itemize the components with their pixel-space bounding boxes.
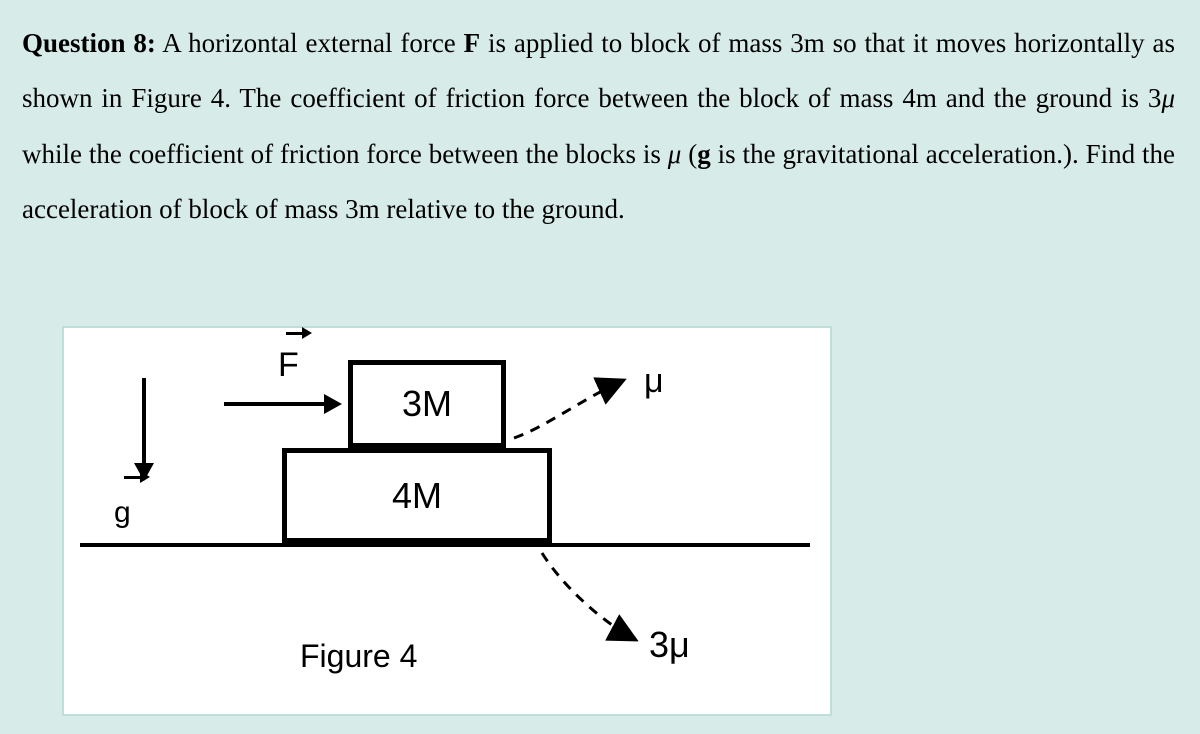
q-t4: ( bbox=[681, 139, 697, 169]
mu-bottom-label: 3μ bbox=[649, 624, 690, 666]
dashed-arrow-bottom bbox=[64, 328, 834, 718]
g-symbol-text: g bbox=[697, 139, 711, 169]
q-t3: while the coefficient of friction force … bbox=[22, 139, 668, 169]
diagram-container: g F 3M 4M μ bbox=[62, 326, 832, 716]
mu-symbol-1: μ bbox=[1161, 83, 1175, 113]
mu-symbol-2: μ bbox=[668, 139, 682, 169]
force-symbol: F bbox=[464, 28, 481, 58]
figure-caption: Figure 4 bbox=[300, 638, 417, 675]
q-t1: A horizontal external force bbox=[156, 28, 464, 58]
question-label: Question 8: bbox=[22, 28, 156, 58]
physics-diagram: g F 3M 4M μ bbox=[64, 328, 830, 714]
question-text: Question 8: A horizontal external force … bbox=[0, 0, 1200, 247]
